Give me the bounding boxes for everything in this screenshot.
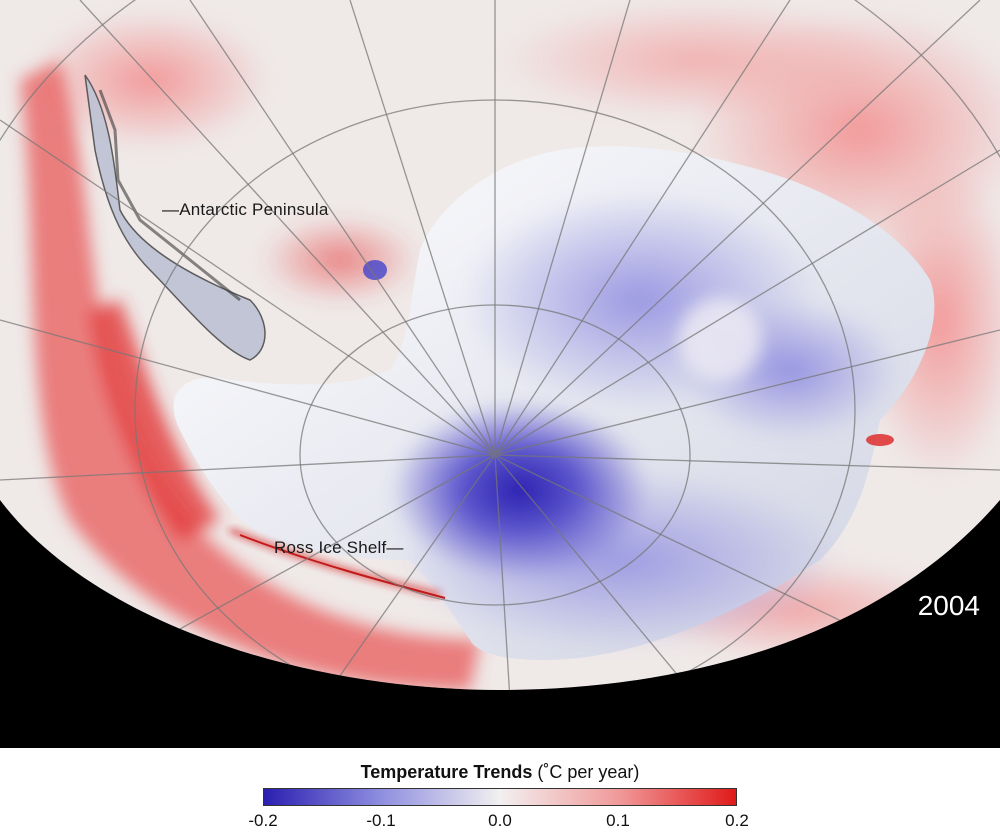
legend-tick-label: 0.1 [606, 811, 630, 830]
legend-tick-label: -0.2 [248, 811, 278, 830]
year-label: 2004 [917, 590, 980, 621]
legend-title-unit: (˚C per year) [532, 762, 640, 782]
legend-tick-label: 0.0 [488, 811, 512, 830]
temperature-trend-map: —Antarctic Peninsula Ross Ice Shelf— 200… [0, 0, 1000, 748]
legend-tick-label: -0.1 [366, 811, 396, 830]
legend-color-bar [263, 788, 737, 806]
legend-title: Temperature Trends (˚C per year) [0, 762, 1000, 783]
antarctic-peninsula-label: —Antarctic Peninsula [162, 200, 329, 219]
legend-title-main: Temperature Trends [360, 762, 533, 782]
legend-tick-label: 0.2 [725, 811, 749, 830]
ross-ice-shelf-label: Ross Ice Shelf— [274, 538, 404, 557]
globe-map-graphic [0, 0, 1000, 690]
